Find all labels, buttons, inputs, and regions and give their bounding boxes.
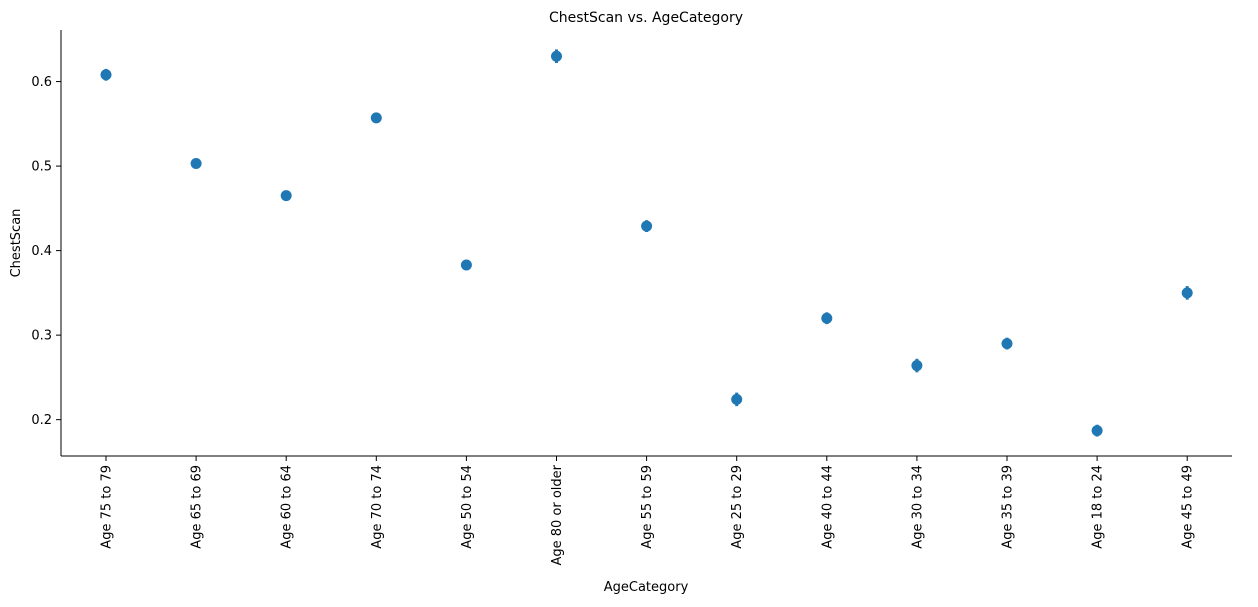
y-tick-label: 0.6 (31, 75, 52, 90)
x-tick-label: Age 60 to 64 (280, 465, 295, 549)
data-point (370, 112, 382, 124)
x-tick-label: Age 70 to 74 (370, 465, 385, 549)
y-tick-label: 0.5 (31, 160, 52, 175)
plot-area: 0.2 0.3 0.4 0.5 0.6 Age 75 to 79 Age 65 to 69 A… (31, 30, 1232, 566)
y-tick-label: 0.2 (31, 413, 52, 428)
x-tick-label: Age 50 to 54 (460, 465, 475, 549)
x-tick-label: Age 25 to 29 (730, 465, 745, 549)
data-point (1091, 425, 1103, 437)
y-tick-label: 0.3 (31, 329, 52, 344)
x-tick-label: Age 30 to 34 (910, 465, 925, 549)
x-tick-label: Age 75 to 79 (100, 465, 115, 549)
data-point (911, 360, 923, 372)
x-tick-label: Age 35 to 39 (1001, 465, 1016, 549)
x-tick-label: Age 80 or older (550, 464, 565, 565)
y-axis-label: ChestScan (9, 209, 24, 278)
data-point (100, 69, 112, 81)
x-tick-label: Age 45 to 49 (1181, 465, 1196, 549)
x-tick-label: Age 55 to 59 (640, 465, 655, 549)
data-point (731, 393, 743, 405)
data-point (1001, 338, 1013, 350)
x-tick-label: Age 65 to 69 (190, 465, 205, 549)
x-tick-label: Age 40 to 44 (820, 465, 835, 549)
data-point (821, 312, 833, 324)
data-point (190, 158, 202, 170)
x-axis-label: AgeCategory (604, 580, 689, 595)
data-point (460, 259, 472, 271)
x-tick-label: Age 18 to 24 (1091, 465, 1106, 549)
chart-title: ChestScan vs. AgeCategory (549, 10, 743, 26)
data-point (280, 190, 292, 202)
data-point (641, 220, 653, 232)
data-point (551, 50, 562, 62)
data-point (1181, 287, 1193, 299)
y-tick-label: 0.4 (31, 244, 52, 259)
